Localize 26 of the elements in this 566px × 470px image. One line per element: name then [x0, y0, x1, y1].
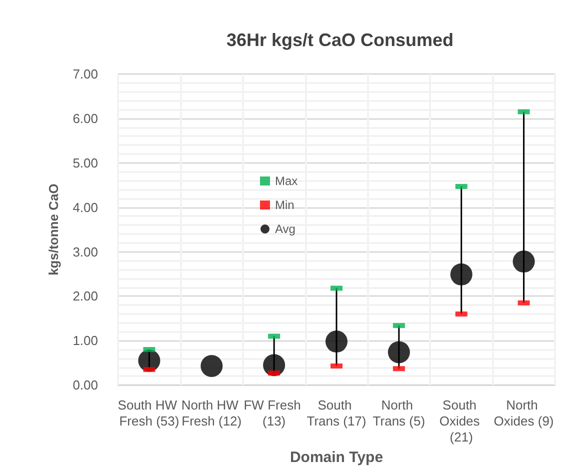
x-tick-label: South Trans (17) — [306, 398, 366, 429]
y-tick-label: 7.00 — [72, 66, 98, 82]
point — [388, 341, 410, 364]
point — [450, 263, 472, 286]
y-tick-label: 0.00 — [72, 378, 98, 393]
y-axis-title: kgs/tonne CaO — [46, 184, 61, 276]
point — [200, 354, 223, 377]
x-tick-label: North HW Fresh (12) — [181, 398, 242, 429]
y-tick-label: 1.00 — [72, 333, 98, 348]
legend-label: Max — [275, 174, 298, 188]
x-tick-label: South HW Fresh (53) — [118, 398, 181, 429]
y-tick-label: 6.00 — [72, 110, 98, 126]
x-tick-label: South Oxides (21) — [439, 398, 484, 445]
x-tick-label: North Trans (5) — [372, 398, 426, 429]
y-tick-label: 2.00 — [72, 288, 98, 304]
x-tick-label: FW Fresh (13) — [244, 398, 304, 429]
legend-label: Min — [275, 198, 294, 212]
x-axis-title: Domain Type — [290, 449, 384, 466]
y-tick-label: 4.00 — [72, 200, 98, 215]
x-tick-label: North Oxides (9) — [494, 398, 554, 429]
chart-title: 36Hr kgs/t CaO Consumed — [226, 30, 454, 50]
legend-label: Avg — [275, 222, 296, 236]
point — [326, 330, 348, 353]
y-tick-label: 5.00 — [72, 155, 98, 170]
y-tick-label: 3.00 — [72, 244, 98, 260]
point — [512, 250, 535, 273]
